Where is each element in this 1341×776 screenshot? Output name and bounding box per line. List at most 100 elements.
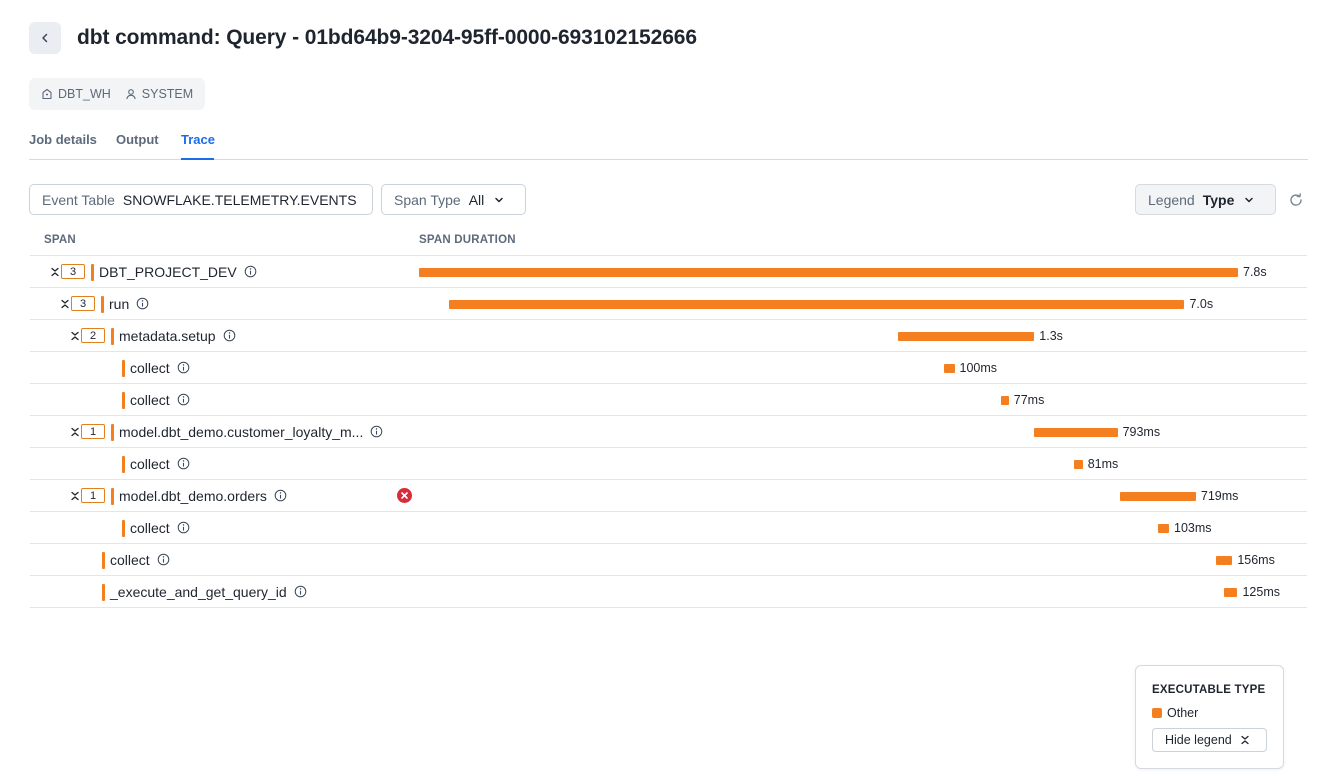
span-duration-bar	[1215, 556, 1233, 565]
user-icon	[126, 89, 136, 100]
collapse-chevron-icon[interactable]	[60, 298, 70, 310]
trace-row[interactable]: collect 100ms	[30, 352, 1307, 384]
span-duration-bar	[944, 364, 955, 373]
span-name: collect	[130, 360, 170, 376]
trace-row[interactable]: 1 model.dbt_demo.orders 719ms	[30, 480, 1307, 512]
back-button[interactable]	[29, 22, 61, 54]
hide-legend-button[interactable]: Hide legend	[1152, 728, 1267, 752]
legend-swatch-other	[1152, 708, 1162, 718]
legend-item-other: Other	[1167, 706, 1199, 720]
span-type-marker	[102, 552, 105, 569]
trace-row[interactable]: _execute_and_get_query_id 125ms	[30, 576, 1307, 608]
span-type-filter[interactable]: Span Type All	[381, 184, 526, 215]
info-icon[interactable]	[223, 329, 236, 342]
span-name: collect	[110, 552, 150, 568]
span-name: run	[109, 296, 130, 312]
trace-row[interactable]: collect 103ms	[30, 512, 1307, 544]
span-duration-label: 793ms	[1122, 425, 1161, 439]
span-duration-label: 77ms	[1013, 393, 1045, 407]
span-type-marker	[111, 328, 114, 345]
info-icon[interactable]	[177, 457, 190, 470]
span-type-marker	[122, 392, 125, 409]
info-icon[interactable]	[177, 393, 190, 406]
info-icon[interactable]	[244, 265, 257, 278]
span-type-marker	[102, 584, 105, 601]
collapse-chevron-icon[interactable]	[70, 330, 80, 342]
span-duration-bar	[1074, 460, 1083, 469]
span-type-marker	[111, 488, 114, 505]
hide-legend-label: Hide legend	[1165, 733, 1232, 747]
info-icon[interactable]	[294, 585, 307, 598]
collapse-chevron-icon[interactable]	[70, 490, 80, 502]
child-count-badge: 1	[81, 488, 105, 503]
chevron-left-icon	[42, 33, 48, 43]
active-tab-indicator	[181, 158, 214, 160]
trace-row[interactable]: 3 DBT_PROJECT_DEV 7.8s	[30, 256, 1307, 288]
child-count-badge: 1	[81, 424, 105, 439]
warehouse-name: DBT_WH	[58, 87, 111, 101]
span-duration-bar	[1158, 524, 1169, 533]
tab-bar: Job details Output Trace	[29, 130, 1308, 160]
span-duration-label: 156ms	[1237, 553, 1275, 567]
child-count-badge: 3	[61, 264, 85, 279]
event-table-filter[interactable]: Event Table SNOWFLAKE.TELEMETRY.EVENTS	[29, 184, 373, 215]
event-table-label: Event Table	[42, 191, 115, 208]
span-duration-label: 81ms	[1087, 457, 1119, 471]
span-column-header: SPAN	[44, 234, 76, 246]
tab-output[interactable]: Output	[116, 132, 159, 147]
span-name: collect	[130, 456, 170, 472]
table-divider	[30, 255, 1307, 256]
span-duration-label: 719ms	[1200, 489, 1239, 503]
collapse-chevron-icon[interactable]	[70, 426, 80, 438]
legend-select[interactable]: Legend Type	[1135, 184, 1276, 215]
job-metadata: DBT_WH SYSTEM	[29, 78, 206, 110]
trace-row[interactable]: 3 run 7.0s	[30, 288, 1307, 320]
span-type-marker	[122, 456, 125, 473]
trace-row[interactable]: 2 metadata.setup 1.3s	[30, 320, 1307, 352]
span-duration-label: 7.0s	[1189, 297, 1214, 311]
legend-value: Type	[1202, 191, 1235, 208]
trace-row[interactable]: collect 156ms	[30, 544, 1307, 576]
trace-row[interactable]: 1 model.dbt_demo.customer_loyalty_m... 793…	[30, 416, 1307, 448]
span-duration-label: 125ms	[1242, 585, 1280, 599]
info-icon[interactable]	[274, 489, 287, 502]
span-type-marker	[122, 360, 125, 377]
trace-row[interactable]: collect 77ms	[30, 384, 1307, 416]
span-duration-label: 103ms	[1174, 521, 1212, 535]
info-icon[interactable]	[177, 361, 190, 374]
span-type-label: Span Type	[394, 191, 461, 208]
span-duration-label: 7.8s	[1243, 265, 1267, 279]
info-icon[interactable]	[157, 553, 170, 566]
span-duration-label: 1.3s	[1039, 329, 1063, 343]
refresh-icon[interactable]	[1287, 191, 1305, 209]
warehouse-icon	[42, 88, 52, 100]
user-info: SYSTEM	[125, 87, 193, 101]
event-table-value: SNOWFLAKE.TELEMETRY.EVENTS	[122, 191, 357, 208]
span-name: DBT_PROJECT_DEV	[99, 264, 237, 280]
info-icon[interactable]	[136, 297, 149, 310]
trace-row[interactable]: collect 81ms	[30, 448, 1307, 480]
span-name: metadata.setup	[119, 328, 216, 344]
span-name: model.dbt_demo.customer_loyalty_m...	[119, 424, 364, 440]
child-count-badge: 3	[71, 296, 95, 311]
span-duration-column-header: SPAN DURATION	[419, 234, 516, 246]
legend-panel: EXECUTABLE TYPE Other Hide legend	[1135, 665, 1284, 769]
legend-title: EXECUTABLE TYPE	[1152, 684, 1266, 696]
span-type-marker	[111, 424, 114, 441]
span-duration-bar	[1034, 428, 1118, 437]
collapse-chevron-icon[interactable]	[50, 266, 60, 278]
info-icon[interactable]	[177, 521, 190, 534]
span-type-marker	[122, 520, 125, 537]
page-title: dbt command: Query - 01bd64b9-3204-95ff-…	[77, 26, 697, 49]
span-name: collect	[130, 520, 170, 536]
span-duration-bar	[897, 332, 1035, 341]
tab-job-details[interactable]: Job details	[29, 132, 97, 147]
span-duration-bar	[1224, 588, 1238, 597]
legend-label: Legend	[1148, 191, 1195, 208]
tab-trace[interactable]: Trace	[181, 132, 215, 147]
error-icon	[397, 488, 412, 503]
info-icon[interactable]	[370, 425, 383, 438]
warehouse-info: DBT_WH	[41, 87, 111, 101]
span-type-value: All	[468, 191, 485, 208]
child-count-badge: 2	[81, 328, 105, 343]
